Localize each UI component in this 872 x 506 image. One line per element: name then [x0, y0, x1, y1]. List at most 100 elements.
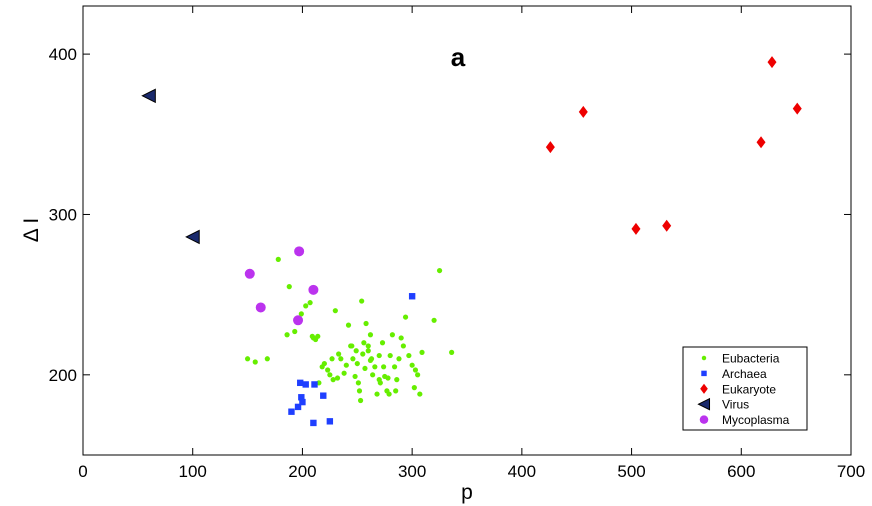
eubacteria-point	[349, 343, 355, 349]
eubacteria-point	[391, 364, 398, 370]
eubacteria-point	[334, 375, 341, 381]
eubacteria-point	[315, 333, 321, 339]
eubacteria-point	[350, 356, 356, 362]
eubacteria-point	[303, 303, 309, 309]
eubacteria-point	[411, 385, 417, 391]
archaea-point	[298, 394, 305, 401]
eukaryote-point	[792, 102, 802, 115]
eubacteria-point	[372, 364, 378, 370]
eubacteria-point	[402, 314, 409, 320]
eubacteria-point	[370, 372, 376, 378]
y-axis-label: Δ I	[20, 218, 43, 243]
archaea-point	[294, 403, 302, 411]
x-tick-label: 300	[398, 462, 426, 481]
x-tick-label: 500	[617, 462, 645, 481]
x-tick-label: 200	[288, 462, 316, 481]
eubacteria-point	[341, 370, 347, 376]
eubacteria-point	[310, 335, 316, 341]
eubacteria-point	[398, 335, 404, 341]
eukaryote-point	[756, 136, 766, 149]
eubacteria-point	[393, 388, 399, 394]
eubacteria-point	[406, 352, 412, 359]
panel-label: a	[451, 42, 466, 72]
eubacteria-point	[307, 300, 313, 306]
mycoplasma-point	[308, 284, 319, 295]
x-tick-label: 0	[78, 462, 87, 481]
eubacteria-point	[284, 332, 290, 338]
plot-frame	[82, 5, 852, 456]
eubacteria-point	[381, 364, 387, 370]
eubacteria-point	[386, 391, 392, 397]
eubacteria-point	[419, 349, 425, 355]
mycoplasma-point	[293, 315, 304, 326]
y-tick-label: 300	[49, 205, 77, 224]
legend-label-eukaryote: Eukaryote	[722, 382, 776, 396]
archaea-point	[320, 392, 327, 399]
eubacteria-point	[292, 328, 298, 335]
eubacteria-point	[356, 388, 363, 394]
x-tick-label: 600	[727, 462, 755, 481]
eubacteria-point	[354, 360, 360, 367]
archaea-point	[288, 408, 295, 415]
eubacteria-point	[365, 343, 371, 349]
eubacteria-point	[367, 332, 374, 338]
eubacteria-point	[343, 362, 349, 368]
eubacteria-point	[244, 356, 251, 362]
eubacteria-point	[409, 362, 415, 368]
legend-label-virus: Virus	[722, 398, 749, 412]
eubacteria-point	[298, 311, 304, 317]
eubacteria-point	[385, 375, 391, 381]
legend-label-eubacteria: Eubacteria	[722, 352, 780, 366]
eubacteria-point	[330, 377, 336, 383]
eubacteria-point	[359, 298, 365, 304]
eubacteria-point	[436, 267, 443, 274]
eubacteria-point	[415, 372, 421, 378]
eubacteria-point	[374, 391, 380, 397]
eubacteria-point	[361, 340, 367, 346]
eubacteria-point	[379, 340, 386, 346]
mycoplasma-point	[294, 246, 305, 257]
eubacteria-point	[345, 322, 352, 328]
eubacteria-point	[449, 349, 455, 355]
axes: 0 100 200 300 400 500 600 700 200 300 400	[49, 6, 865, 481]
eubacteria-point	[252, 359, 258, 365]
mycoplasma-point	[255, 302, 266, 313]
archaea-point	[408, 293, 416, 300]
data-marks	[141, 56, 802, 427]
x-tick-label: 100	[179, 462, 207, 481]
archaea-point	[299, 398, 306, 406]
eubacteria-point	[394, 377, 400, 383]
legend-marker-mycoplasma	[699, 415, 709, 424]
eubacteria-point	[353, 348, 359, 354]
eubacteria-point	[362, 365, 368, 372]
eubacteria-point	[286, 284, 292, 290]
legend-label-archaea: Archaea	[722, 367, 767, 381]
legend-marker-eukaryote	[700, 383, 708, 394]
eubacteria-point	[360, 351, 366, 357]
eukaryote-point	[578, 105, 588, 118]
eubacteria-point	[332, 308, 338, 314]
virus-point	[185, 229, 200, 245]
eubacteria-point	[387, 352, 393, 359]
eukaryote-point	[545, 141, 555, 154]
y-tick-label: 200	[49, 366, 77, 385]
mycoplasma-point	[244, 268, 255, 279]
eubacteria-point	[376, 377, 382, 383]
eukaryote-point	[767, 56, 777, 69]
eubacteria-point	[336, 351, 342, 357]
archaea-point	[297, 379, 304, 387]
eubacteria-point	[376, 352, 382, 359]
x-axis-label: p	[461, 481, 473, 504]
eubacteria-point	[367, 357, 374, 363]
legend-marker-virus	[697, 397, 711, 411]
eubacteria-point	[355, 380, 361, 386]
eubacteria-point	[329, 356, 335, 362]
eubacteria-point	[365, 348, 371, 354]
eubacteria-point	[412, 367, 419, 373]
legend-marker-archaea	[701, 370, 707, 377]
eubacteria-point	[417, 391, 423, 397]
legend-marker-eubacteria	[701, 355, 707, 361]
archaea-point	[302, 381, 309, 388]
